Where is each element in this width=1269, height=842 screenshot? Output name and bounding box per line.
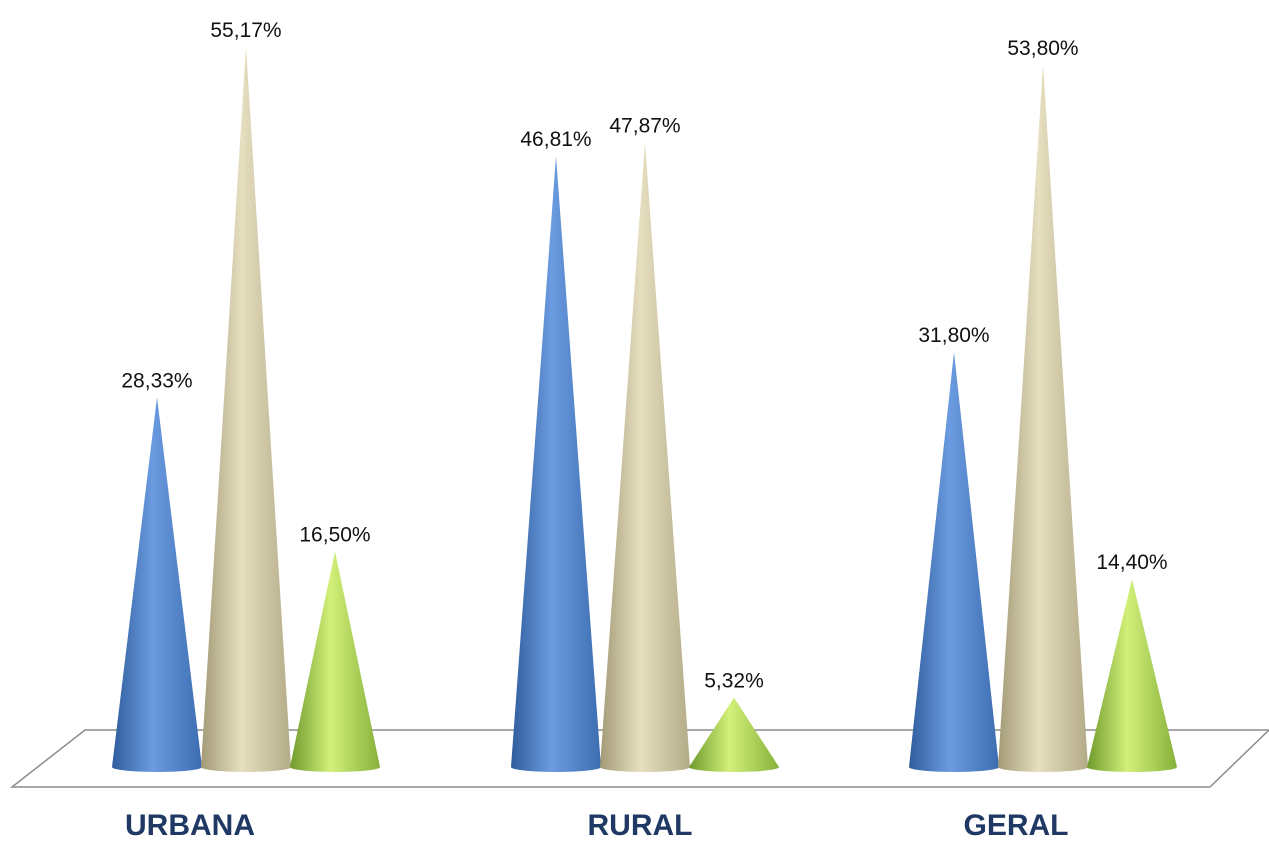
value-label-rural-series-2: 47,87% bbox=[609, 114, 680, 137]
category-label-urbana: URBANA bbox=[125, 809, 255, 837]
cone-urbana-series-2 bbox=[201, 47, 291, 773]
cone-rural-series-1 bbox=[511, 156, 601, 772]
cone-geral-series-2 bbox=[998, 64, 1088, 772]
value-label-urbana-series-1: 28,33% bbox=[121, 369, 192, 392]
value-label-rural-series-1: 46,81% bbox=[520, 128, 591, 151]
cone-rural-series-3 bbox=[689, 697, 779, 772]
category-label-rural: RURAL bbox=[588, 809, 693, 837]
value-label-geral-series-3: 14,40% bbox=[1096, 551, 1167, 574]
cone-urbana-series-1 bbox=[112, 397, 202, 772]
value-label-geral-series-2: 53,80% bbox=[1007, 37, 1078, 60]
value-label-urbana-series-3: 16,50% bbox=[299, 524, 370, 547]
value-label-rural-series-3: 5,32% bbox=[704, 670, 764, 693]
cone-geral-series-1 bbox=[909, 352, 999, 772]
cone-rural-series-2 bbox=[600, 142, 690, 772]
cone-geral-series-3 bbox=[1087, 579, 1177, 772]
value-label-urbana-series-2: 55,17% bbox=[210, 19, 281, 42]
category-label-geral: GERAL bbox=[964, 809, 1069, 837]
value-label-geral-series-1: 31,80% bbox=[918, 324, 989, 347]
cone-urbana-series-3 bbox=[290, 551, 380, 772]
